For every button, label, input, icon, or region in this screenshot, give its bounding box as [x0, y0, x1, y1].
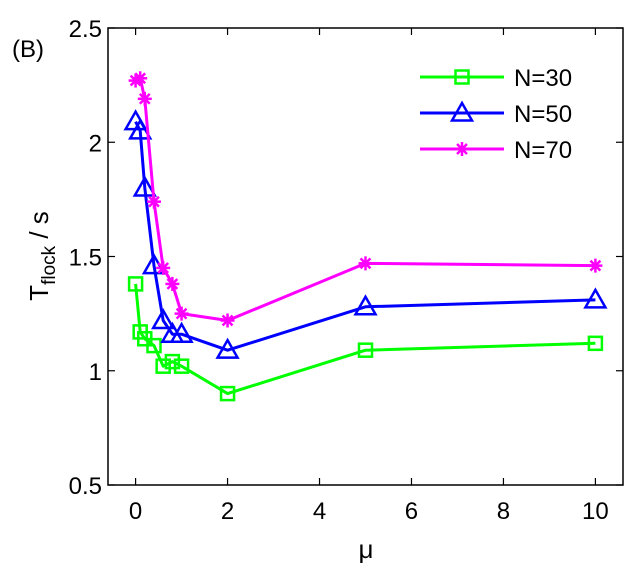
legend-entry: N=50: [420, 100, 572, 128]
data-point: [449, 100, 475, 122]
legend-entry: N=30: [420, 65, 572, 92]
data-point: [219, 385, 236, 402]
series-n-70: [128, 71, 603, 328]
data-point: [454, 69, 470, 85]
series-n-50: [123, 109, 608, 359]
x-tick-label: 0: [129, 498, 142, 525]
axis-ticks: 0 2 4 6 8 10 0.5 1 1.5 2 2.5: [69, 16, 623, 525]
data-point: [169, 321, 194, 343]
legend-label: N=30: [514, 65, 572, 92]
y-axis-label-suffix: / s: [24, 211, 54, 246]
data-point: [155, 358, 171, 374]
legend-box: [400, 54, 608, 180]
y-axis-label: Tflock / s: [24, 211, 60, 301]
data-point: [128, 118, 153, 140]
data-point: [174, 306, 189, 321]
x-tick-label: 2: [221, 498, 234, 525]
x-tick-label: 8: [497, 498, 510, 525]
data-point: [353, 294, 378, 316]
legend-entry: N=70: [420, 137, 572, 164]
x-tick-label: 4: [313, 498, 326, 525]
y-tick-label: 1: [89, 359, 102, 386]
y-tick-label: 1.5: [69, 245, 102, 272]
y-axis-label-subscript: flock: [39, 245, 60, 285]
data-point: [358, 256, 373, 271]
data-point: [220, 313, 235, 328]
data-point: [164, 353, 181, 370]
legend-label: N=70: [514, 137, 572, 164]
data-point: [127, 276, 144, 292]
x-axis-label: μ: [359, 534, 374, 564]
data-point: [133, 71, 148, 86]
data-point: [455, 142, 469, 156]
x-tick-label: 10: [582, 498, 609, 525]
x-tick-label: 6: [405, 498, 418, 525]
panel-label: (B): [12, 36, 44, 63]
data-point: [165, 276, 180, 291]
legend-label: N=50: [514, 101, 572, 128]
data-point: [146, 194, 161, 209]
data-point: [357, 342, 374, 358]
data-point: [146, 337, 162, 354]
series-line: [134, 283, 596, 396]
y-tick-label: 2.5: [69, 16, 102, 43]
data-point: [173, 358, 190, 374]
data-series: [123, 71, 608, 402]
y-axis-label-main: T: [24, 285, 54, 301]
series-line: [134, 76, 596, 322]
data-point: [156, 260, 171, 275]
data-point: [215, 337, 240, 359]
data-point: [137, 91, 152, 106]
y-tick-label: 2: [89, 130, 102, 157]
series-n-30: [127, 276, 604, 402]
legend: N=30 N=50 N=70: [400, 54, 608, 180]
data-point: [583, 287, 608, 309]
y-tick-label: 0.5: [69, 473, 102, 500]
data-point: [132, 175, 157, 197]
data-point: [588, 258, 603, 273]
data-point: [151, 307, 176, 330]
data-point: [587, 335, 604, 352]
